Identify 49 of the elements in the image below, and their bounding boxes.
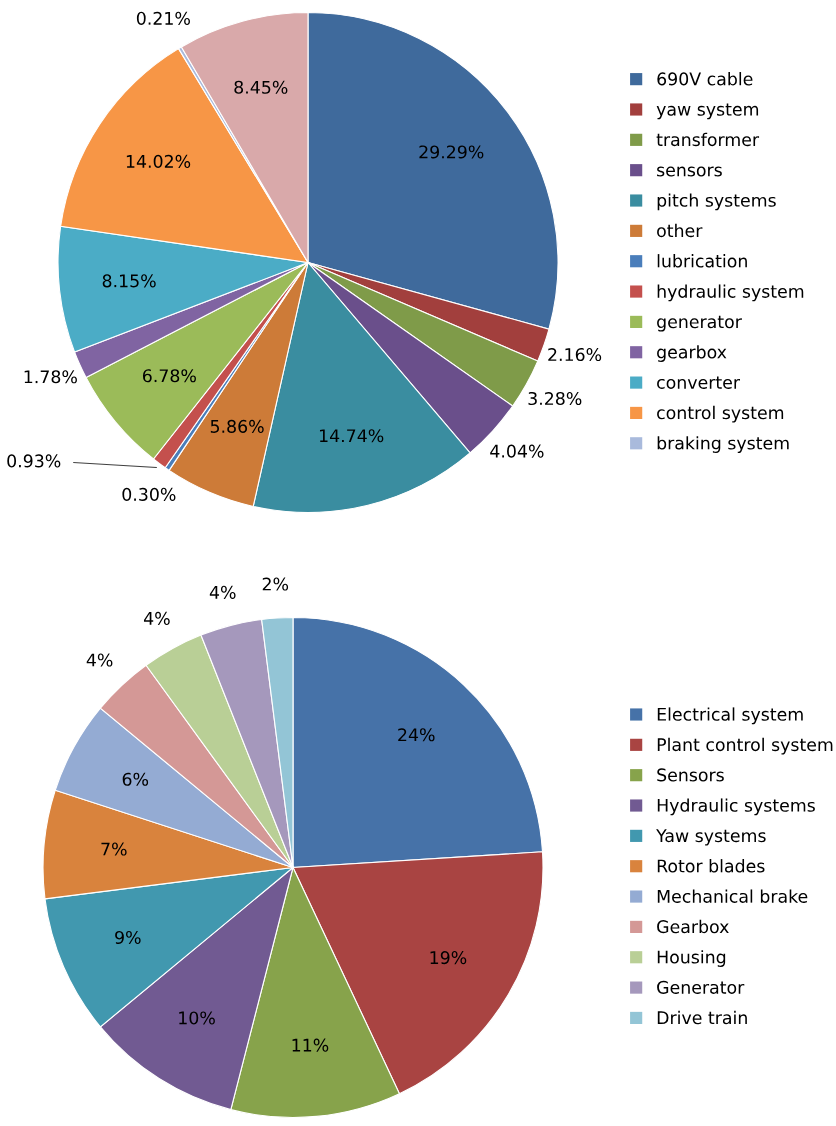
legend-label: generator	[657, 315, 742, 332]
legend-label: hydraulic system	[657, 284, 804, 302]
data-label: 14.02%	[126, 154, 191, 168]
legend-label: Mechanical brake	[657, 889, 808, 903]
data-label: 6.78%	[142, 369, 196, 383]
legend-label: Sensors	[657, 768, 724, 782]
legend-label: yaw system	[656, 103, 759, 120]
data-label: 4%	[209, 585, 236, 599]
legend-label: braking system	[657, 436, 789, 453]
data-label: 10%	[179, 1011, 215, 1025]
legend-label: Yaw systems	[656, 829, 766, 846]
legend-label: Rotor blades	[657, 859, 765, 873]
legend-label: Electrical system	[657, 707, 803, 725]
data-label: 4%	[86, 653, 113, 667]
legend-label: sensors	[657, 166, 722, 177]
data-label: 6%	[122, 772, 149, 786]
legend-label: converter	[657, 376, 741, 389]
legend-label: Hydraulic systems	[657, 798, 815, 816]
data-label: 8.45%	[234, 80, 288, 94]
data-label: 4%	[143, 611, 170, 625]
legend-label: Drive train	[657, 1010, 747, 1025]
data-label: 4.04%	[490, 444, 544, 458]
data-label: 2%	[262, 577, 289, 591]
data-label: 11%	[292, 1038, 329, 1052]
legend-label: lubrication	[657, 254, 747, 268]
legend-label: other	[657, 223, 703, 238]
legend-label: gearbox	[657, 345, 727, 362]
data-label: 7%	[101, 842, 127, 856]
data-label: 29.29%	[419, 145, 484, 159]
data-label: 24%	[398, 728, 435, 742]
data-label: 3.28%	[528, 391, 582, 406]
data-label: 19%	[430, 951, 467, 965]
data-label: 1.78%	[24, 370, 77, 384]
legend-label: Generator	[657, 980, 745, 994]
legend-label: control system	[657, 405, 784, 423]
data-label: 9%	[115, 930, 141, 945]
data-label: 8.15%	[102, 274, 156, 288]
data-label: 0.21%	[136, 11, 190, 25]
legend-label: transformer	[656, 132, 760, 147]
data-label: 5.86%	[210, 419, 264, 433]
legend-label: Housing	[657, 950, 726, 967]
legend-label: Gearbox	[657, 919, 729, 934]
data-label: 0.93%	[7, 454, 61, 468]
data-label: 2.16%	[548, 347, 602, 362]
data-label: 14.74%	[319, 429, 384, 443]
data-label: 0.30%	[122, 487, 176, 501]
legend-label: 690V cable	[657, 72, 753, 86]
legend-label: pitch systems	[657, 193, 776, 211]
legend-label: Plant control system	[657, 737, 833, 755]
